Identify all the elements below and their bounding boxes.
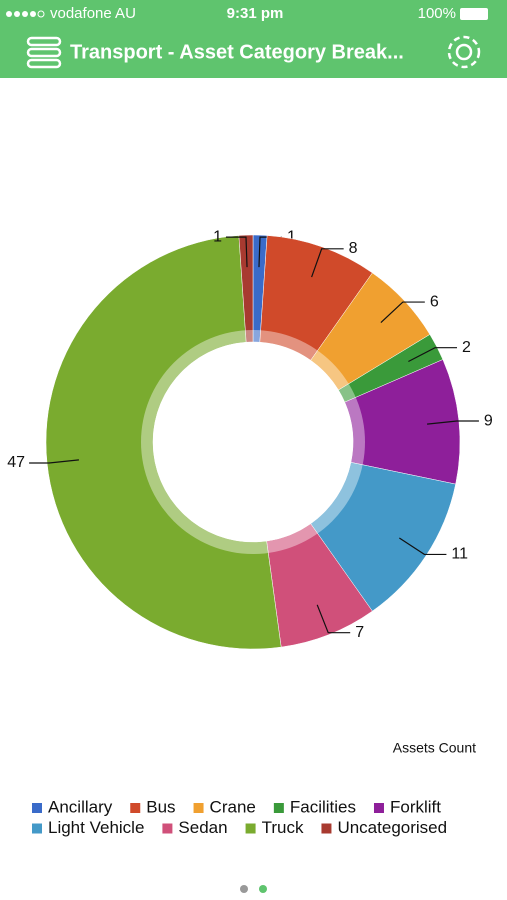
data-label: 7 bbox=[355, 624, 364, 641]
leader-line bbox=[311, 248, 344, 278]
legend-label: Bus bbox=[146, 797, 175, 816]
legend-swatch bbox=[193, 803, 204, 813]
data-label: 8 bbox=[349, 240, 358, 257]
settings-button[interactable] bbox=[447, 35, 481, 69]
legend: Ancillary Bus Crane Facilities Forklift Light… bbox=[32, 797, 447, 837]
legend-swatch bbox=[273, 803, 284, 813]
legend-item: Facilities bbox=[273, 797, 356, 816]
leader-line bbox=[29, 459, 79, 464]
legend-label: Light Vehicle bbox=[48, 818, 144, 837]
carrier: vodafone AU bbox=[50, 5, 136, 22]
data-label: 2 bbox=[462, 339, 471, 356]
legend-item: Ancillary bbox=[32, 797, 113, 816]
data-label: 11 bbox=[451, 546, 468, 563]
leader-line bbox=[427, 420, 479, 425]
data-label: 6 bbox=[430, 293, 439, 310]
legend-item: Forklift bbox=[373, 797, 441, 816]
legend-label: Forklift bbox=[390, 797, 441, 816]
leader-line bbox=[399, 537, 447, 556]
legend-label: Sedan bbox=[178, 818, 227, 837]
legend-label: Crane bbox=[210, 797, 256, 816]
leader-line bbox=[316, 604, 351, 634]
clock: 9:31 pm bbox=[227, 5, 284, 22]
legend-item: Sedan bbox=[162, 818, 228, 837]
legend-label: Truck bbox=[262, 818, 304, 837]
legend-item: Light Vehicle bbox=[32, 818, 144, 837]
data-label: 9 bbox=[484, 412, 493, 429]
menu-button[interactable] bbox=[26, 36, 62, 69]
donut-hole bbox=[153, 342, 353, 542]
data-label: 47 bbox=[7, 454, 25, 471]
legend-swatch bbox=[245, 823, 256, 834]
leader-line bbox=[380, 301, 425, 323]
legend-item: Bus bbox=[130, 797, 176, 816]
legend-label: Ancillary bbox=[48, 797, 113, 816]
app-bar bbox=[0, 0, 507, 78]
legend-swatch bbox=[321, 823, 332, 834]
legend-label: Facilities bbox=[290, 797, 356, 816]
data-label: 1 bbox=[287, 228, 296, 245]
legend-item: Crane bbox=[193, 797, 256, 816]
legend-label: Uncategorised bbox=[337, 818, 447, 837]
legend-swatch bbox=[162, 823, 173, 834]
signal-dots bbox=[6, 10, 45, 18]
value-axis-label: Assets Count bbox=[393, 740, 476, 756]
leader-line bbox=[226, 236, 248, 268]
data-label: 1 bbox=[213, 228, 222, 245]
legend-item: Truck bbox=[245, 818, 304, 837]
leader-line bbox=[408, 347, 458, 363]
legend-swatch bbox=[32, 823, 42, 834]
legend-item: Uncategorised bbox=[321, 818, 447, 837]
page-dot-active[interactable] bbox=[259, 885, 267, 893]
page-dot[interactable] bbox=[240, 885, 248, 893]
legend-swatch bbox=[130, 803, 141, 813]
battery-icon bbox=[460, 8, 488, 20]
battery-level: 100% bbox=[418, 5, 456, 22]
screen-title: Transport - Asset Category Break... bbox=[70, 41, 404, 63]
legend-swatch bbox=[32, 803, 42, 813]
donut-chart: 1 8 6 2 9 11 7 47 1 bbox=[7, 228, 493, 650]
legend-swatch bbox=[373, 803, 384, 813]
